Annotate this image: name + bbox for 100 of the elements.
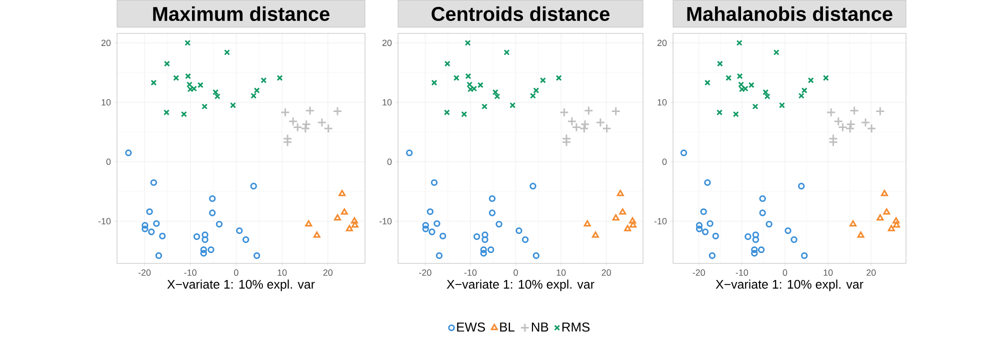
point bbox=[350, 217, 358, 224]
point bbox=[313, 231, 320, 238]
y-tick-label: 20 bbox=[101, 40, 111, 46]
point bbox=[164, 109, 170, 116]
point bbox=[184, 40, 191, 46]
point bbox=[696, 225, 703, 232]
point bbox=[212, 89, 219, 96]
point bbox=[465, 72, 472, 79]
point bbox=[784, 227, 792, 234]
point bbox=[680, 149, 688, 156]
point bbox=[351, 221, 358, 228]
point bbox=[155, 252, 162, 259]
point bbox=[584, 106, 594, 116]
point bbox=[202, 236, 208, 243]
x-tick-label: 10 bbox=[278, 269, 287, 276]
point bbox=[504, 49, 510, 56]
point bbox=[540, 77, 546, 84]
point bbox=[125, 149, 132, 156]
x-axis-title: X−variate 1: 10% expl. var bbox=[716, 279, 864, 291]
point bbox=[892, 217, 900, 224]
y-tick-label: -10 bbox=[98, 218, 111, 224]
point bbox=[473, 233, 480, 240]
point bbox=[629, 217, 636, 224]
point bbox=[716, 109, 723, 116]
legend-label: RMS bbox=[562, 322, 590, 332]
point bbox=[150, 179, 158, 186]
point bbox=[300, 124, 310, 134]
point bbox=[276, 74, 283, 81]
point bbox=[579, 124, 589, 134]
point bbox=[492, 89, 498, 96]
point bbox=[516, 227, 522, 234]
point bbox=[876, 214, 884, 220]
point bbox=[186, 81, 192, 88]
point bbox=[422, 222, 429, 228]
point bbox=[752, 231, 760, 238]
point bbox=[798, 92, 804, 99]
point bbox=[208, 246, 214, 253]
point bbox=[751, 250, 758, 256]
point bbox=[736, 40, 742, 46]
x-tick-label: -10 bbox=[184, 269, 196, 276]
point bbox=[471, 85, 478, 92]
x-tick-label: 0 bbox=[234, 269, 238, 276]
y-tick-label: 0 bbox=[106, 158, 111, 165]
point bbox=[224, 49, 230, 56]
point bbox=[173, 74, 180, 81]
point bbox=[532, 252, 540, 259]
point bbox=[696, 222, 703, 228]
point bbox=[467, 86, 474, 92]
point bbox=[334, 214, 342, 220]
point bbox=[738, 86, 745, 92]
legend-label: EWS bbox=[457, 322, 485, 332]
y-tick-label: 10 bbox=[382, 98, 392, 106]
point bbox=[798, 182, 805, 190]
point bbox=[193, 233, 200, 240]
point bbox=[180, 111, 187, 118]
point bbox=[482, 236, 488, 243]
point bbox=[826, 108, 836, 117]
y-tick-label: -10 bbox=[379, 218, 392, 224]
point bbox=[850, 106, 860, 116]
point bbox=[766, 220, 772, 228]
point bbox=[580, 119, 590, 129]
point bbox=[236, 227, 243, 234]
point bbox=[346, 224, 353, 232]
point bbox=[430, 179, 438, 186]
point bbox=[440, 232, 446, 240]
point bbox=[748, 82, 754, 88]
chart-title: Maximum distance bbox=[153, 6, 330, 21]
point bbox=[444, 60, 450, 67]
point bbox=[250, 92, 257, 99]
point bbox=[197, 82, 204, 88]
point bbox=[477, 82, 484, 88]
point bbox=[700, 208, 707, 215]
point bbox=[444, 109, 450, 116]
point bbox=[736, 72, 743, 79]
point bbox=[846, 119, 856, 129]
point bbox=[857, 231, 864, 238]
point bbox=[436, 252, 443, 259]
point bbox=[148, 228, 155, 236]
point bbox=[822, 74, 829, 81]
point bbox=[726, 74, 732, 81]
point bbox=[522, 236, 529, 243]
point bbox=[216, 220, 223, 228]
point bbox=[153, 220, 160, 227]
point bbox=[738, 81, 744, 88]
point bbox=[209, 209, 216, 216]
point bbox=[340, 208, 348, 214]
point bbox=[209, 195, 216, 202]
point bbox=[778, 102, 785, 108]
x-tick-label: 20 bbox=[602, 269, 611, 276]
point bbox=[214, 93, 220, 100]
point bbox=[461, 111, 468, 118]
point bbox=[732, 111, 739, 118]
point bbox=[712, 232, 719, 240]
x-tick-label: 20 bbox=[323, 269, 333, 276]
point bbox=[704, 179, 711, 186]
point bbox=[305, 106, 315, 116]
point bbox=[742, 85, 748, 92]
point bbox=[875, 106, 885, 116]
x-tick-label: -20 bbox=[692, 269, 705, 276]
point bbox=[159, 232, 166, 240]
